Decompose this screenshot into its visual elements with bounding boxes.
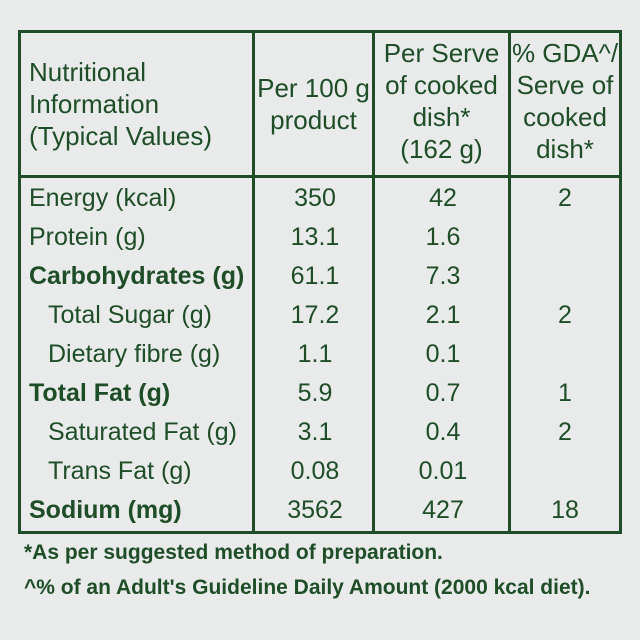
value-per-serve: 2.1 [425,301,461,329]
value-gda: 18 [551,496,579,524]
nutrient-label: Dietary fibre (g) [48,340,221,368]
nutrient-label: Trans Fat (g) [48,457,192,485]
value-gda: 2 [558,301,572,329]
table-row: Dietary fibre (g) 1.1 0.1 [21,335,619,374]
value-per-serve: 0.1 [425,340,461,368]
header-per-serve: Per Serve of cooked dish* (162 g) [383,38,500,164]
header-divider [21,175,619,178]
value-per-serve: 1.6 [425,223,461,251]
value-per-100g: 3562 [287,496,343,524]
value-per-100g: 0.08 [290,457,340,485]
value-gda [511,452,619,491]
value-per-100g: 13.1 [290,223,340,251]
value-per-100g: 61.1 [290,262,340,290]
value-gda: 1 [558,379,572,407]
value-per-serve: 0.7 [425,379,461,407]
value-per-100g: 5.9 [297,379,333,407]
value-per-serve: 427 [422,496,464,524]
nutrient-label: Sodium (mg) [29,496,182,524]
value-per-serve: 0.4 [425,418,461,446]
value-per-serve: 0.01 [418,457,468,485]
header-nutritional-information: Nutritional Information (Typical Values) [29,57,213,151]
table-row: Carbohydrates (g) 61.1 7.3 [21,257,619,296]
footnote-gda: ^% of an Adult's Guideline Daily Amount … [24,576,591,599]
value-per-100g: 350 [294,184,336,212]
header-per-100g: Per 100 g product [257,73,370,135]
column-divider [372,33,375,531]
table-row: Sodium (mg) 3562 427 18 [21,491,619,530]
column-divider [508,33,511,531]
nutrient-label: Energy (kcal) [29,184,177,212]
value-per-serve: 7.3 [425,262,461,290]
value-gda: 2 [558,184,572,212]
table-row: Saturated Fat (g) 3.1 0.4 2 [21,413,619,452]
value-per-serve: 42 [429,184,457,212]
nutrient-label: Carbohydrates (g) [29,262,245,290]
value-gda: 2 [558,418,572,446]
table-row: Trans Fat (g) 0.08 0.01 [21,452,619,491]
table-row: Protein (g) 13.1 1.6 [21,218,619,257]
value-per-100g: 3.1 [297,418,333,446]
nutrient-label: Total Sugar (g) [48,301,212,329]
nutrient-label: Protein (g) [29,223,146,251]
value-gda [511,335,619,374]
value-per-100g: 17.2 [290,301,340,329]
header-gda: % GDA^/ Serve of cooked dish* [511,38,619,164]
value-per-100g: 1.1 [297,340,333,368]
footnote-serve: *As per suggested method of preparation. [24,541,443,564]
nutrient-label: Total Fat (g) [29,379,171,407]
column-divider [252,33,255,531]
table-row: Energy (kcal) 350 42 2 [21,179,619,218]
table-row: Total Sugar (g) 17.2 2.1 2 [21,296,619,335]
table-row: Total Fat (g) 5.9 0.7 1 [21,374,619,413]
nutrient-label: Saturated Fat (g) [48,418,237,446]
value-gda [511,218,619,257]
nutrition-table: Nutritional Information (Typical Values)… [18,30,622,534]
value-gda [511,257,619,296]
